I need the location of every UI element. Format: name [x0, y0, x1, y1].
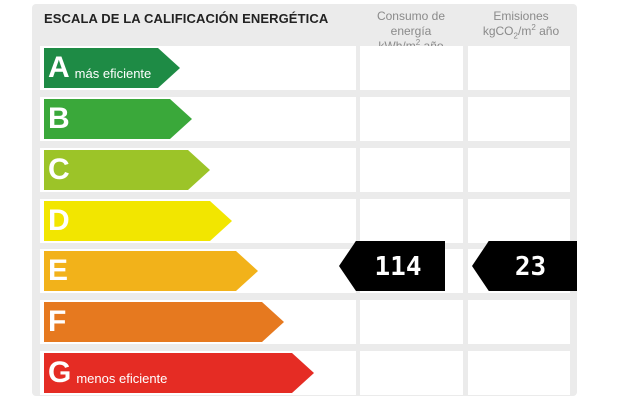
rating-letter: A — [48, 51, 70, 84]
emisiones-column-header: Emisiones kgCO2/m2 año — [467, 9, 575, 41]
rating-row-a: A más eficiente — [40, 46, 577, 90]
rating-letter: G — [48, 356, 72, 389]
emisiones-cell — [468, 97, 570, 141]
emisiones-cell — [468, 300, 570, 344]
emisiones-header-line2: kgCO2/m2 año — [482, 23, 560, 41]
rating-arrow-d: D — [44, 201, 232, 241]
consumo-cell — [360, 351, 463, 395]
rating-arrow-c: C — [44, 150, 210, 190]
emisiones-cell — [468, 46, 570, 90]
consumo-cell — [360, 97, 463, 141]
rating-label: más eficiente — [74, 65, 152, 81]
consumo-cell — [360, 148, 463, 192]
consumo-cell — [360, 300, 463, 344]
rating-letter: B — [48, 102, 70, 135]
rating-row-c: C — [40, 148, 577, 192]
emisiones-value-badge: 23 — [472, 241, 577, 291]
consumo-value-badge: 114 — [339, 241, 445, 291]
rating-row-g: G menos eficiente — [40, 351, 577, 395]
emisiones-cell — [468, 351, 570, 395]
rating-row-d: D — [40, 199, 577, 243]
rating-letter: C — [48, 153, 70, 186]
rating-arrow-e: E — [44, 251, 258, 291]
consumo-cell — [360, 199, 463, 243]
consumo-cell — [360, 46, 463, 90]
rating-arrow-f: F — [44, 302, 284, 342]
emisiones-cell — [468, 148, 570, 192]
rating-letter: E — [48, 254, 69, 287]
consumo-header-line1: Consumo de energía — [376, 9, 446, 38]
rating-row-f: F — [40, 300, 577, 344]
emisiones-header-line1: Emisiones — [493, 9, 549, 23]
rating-arrow-g: G menos eficiente — [44, 353, 314, 393]
rating-row-b: B — [40, 97, 577, 141]
rating-arrow-a: A más eficiente — [44, 48, 180, 88]
page-title: ESCALA DE LA CALIFICACIÓN ENERGÉTICA — [44, 11, 329, 26]
rating-letter: D — [48, 204, 70, 237]
rating-label: menos eficiente — [76, 370, 168, 386]
rating-letter: F — [48, 305, 67, 338]
emisiones-cell — [468, 199, 570, 243]
rating-arrow-b: B — [44, 99, 192, 139]
